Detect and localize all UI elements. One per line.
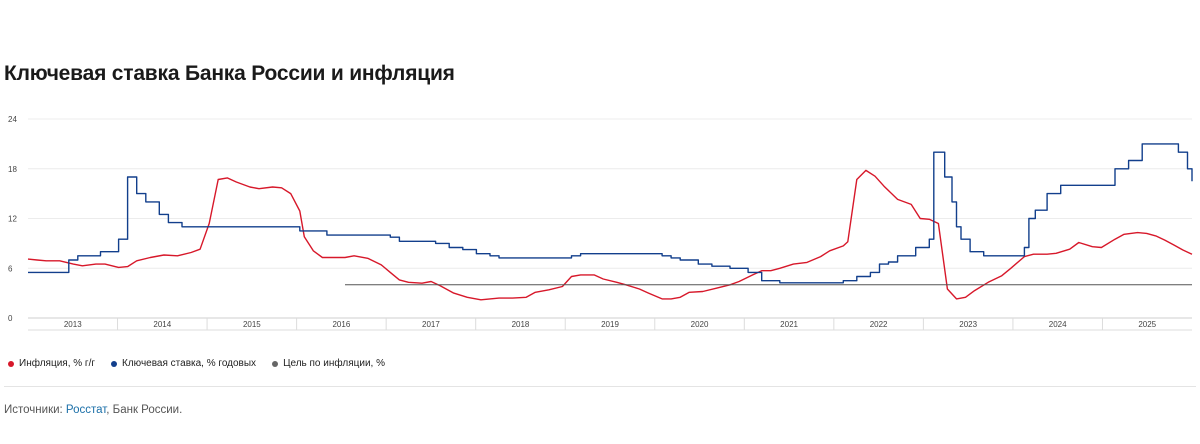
y-tick-label: 18 — [8, 165, 17, 174]
legend: Инфляция, % г/г Ключевая ставка, % годов… — [8, 358, 385, 369]
x-tick-label: 2018 — [512, 320, 530, 329]
legend-dot-target — [272, 360, 279, 367]
x-tick-label: 2024 — [1049, 320, 1067, 329]
legend-dot-key-rate — [111, 360, 117, 367]
sources: Источники: Росстат, Банк России. — [4, 404, 182, 416]
x-tick-label: 2025 — [1138, 320, 1156, 329]
x-tick-label: 2020 — [691, 320, 709, 329]
x-tick-label: 2019 — [601, 320, 619, 329]
x-tick-label: 2013 — [64, 320, 82, 329]
x-tick-label: 2021 — [780, 320, 798, 329]
chart: 0 6 12 18 24 2013 2014 2015 2016 2017 2018 2019 2020… — [8, 115, 1193, 331]
x-tick-label: 2014 — [153, 320, 171, 329]
legend-label-target: Цель по инфляции, % — [283, 358, 385, 369]
y-tick-label: 6 — [8, 264, 13, 273]
sources-rest: , Банк России. — [106, 404, 183, 416]
x-tick-label: 2023 — [959, 320, 977, 329]
sources-prefix: Источники: — [4, 404, 66, 416]
legend-item-inflation[interactable]: Инфляция, % г/г — [8, 358, 95, 369]
legend-item-key-rate[interactable]: Ключевая ставка, % годовых — [111, 358, 256, 369]
x-tick-label: 2017 — [422, 320, 440, 329]
x-tick-label: 2016 — [332, 320, 350, 329]
divider — [4, 386, 1196, 387]
legend-dot-inflation — [8, 360, 14, 367]
y-tick-label: 24 — [8, 115, 17, 124]
sources-link-rosstat[interactable]: Росстат — [65, 404, 107, 416]
legend-label-inflation: Инфляция, % г/г — [19, 358, 95, 369]
series-key-rate-line — [28, 143, 1193, 284]
x-tick-label: 2022 — [870, 320, 888, 329]
series-inflation-line — [27, 169, 1193, 301]
x-tick-label: 2015 — [243, 320, 261, 329]
legend-label-key-rate: Ключевая ставка, % годовых — [122, 358, 257, 369]
page-title: Ключевая ставка Банка России и инфляция — [4, 62, 455, 85]
legend-item-target[interactable]: Цель по инфляции, % — [272, 358, 385, 369]
y-tick-label: 0 — [8, 314, 13, 323]
y-tick-label: 12 — [8, 215, 17, 224]
